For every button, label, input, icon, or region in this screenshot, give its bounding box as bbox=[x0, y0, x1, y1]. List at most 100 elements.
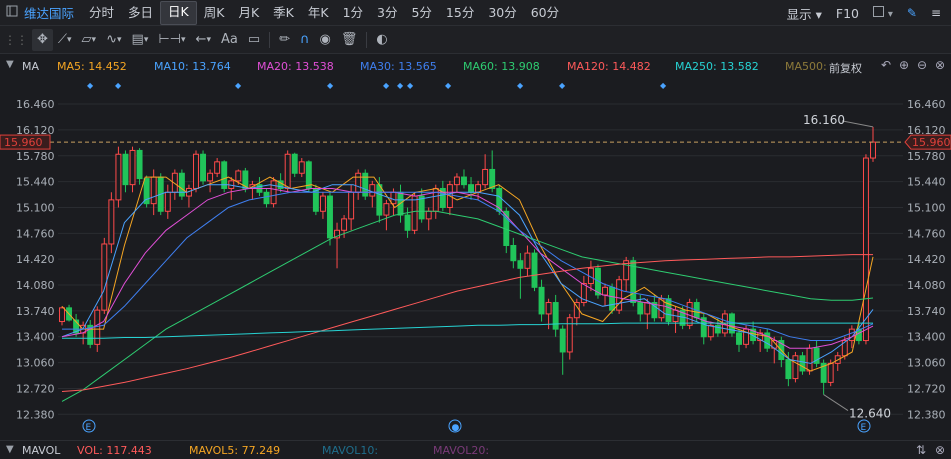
candle-body[interactable] bbox=[559, 328, 566, 353]
period-tab[interactable]: 60分 bbox=[530, 4, 560, 20]
candle-body[interactable] bbox=[870, 141, 876, 159]
candle-body[interactable] bbox=[566, 317, 573, 353]
candle-body[interactable] bbox=[404, 214, 411, 231]
candle-body[interactable] bbox=[651, 302, 658, 319]
collapse-icon[interactable]: ▼ bbox=[6, 59, 14, 70]
candle-body[interactable] bbox=[594, 267, 601, 296]
candle-body[interactable] bbox=[686, 302, 693, 326]
event-marker[interactable]: ◆ bbox=[383, 81, 390, 90]
candle-body[interactable] bbox=[334, 229, 341, 239]
candle-body[interactable] bbox=[178, 172, 185, 197]
toggle-icon[interactable]: ◐ bbox=[376, 32, 388, 47]
f10-button[interactable]: F10 bbox=[835, 5, 860, 21]
candle-body[interactable] bbox=[129, 149, 136, 186]
draw-pen-icon[interactable]: ✎ bbox=[906, 6, 917, 20]
text-icon[interactable]: Aa bbox=[220, 32, 238, 47]
arrow-left-icon[interactable]: ← ▾ bbox=[195, 32, 211, 47]
candle-body[interactable] bbox=[298, 161, 305, 174]
candle-body[interactable] bbox=[658, 298, 665, 319]
candle-body[interactable] bbox=[531, 252, 538, 288]
candle-body[interactable] bbox=[136, 149, 143, 180]
candle-body[interactable] bbox=[193, 153, 199, 189]
candle-body[interactable] bbox=[827, 362, 834, 383]
candle-body[interactable] bbox=[799, 355, 806, 372]
candle-body[interactable] bbox=[806, 347, 813, 372]
collapse-icon[interactable]: ▼ bbox=[6, 444, 14, 455]
period-tab[interactable]: 分时 bbox=[89, 4, 115, 20]
candle-body[interactable] bbox=[665, 298, 672, 323]
magnet-icon[interactable]: ∩ bbox=[300, 32, 310, 47]
period-tab[interactable]: 15分 bbox=[445, 4, 475, 20]
period-tab[interactable]: 周K bbox=[203, 4, 225, 20]
candle-body[interactable] bbox=[115, 153, 122, 201]
candle-body[interactable] bbox=[87, 324, 94, 345]
candle-body[interactable] bbox=[355, 172, 362, 193]
candle-body[interactable] bbox=[59, 307, 65, 323]
candle-body[interactable] bbox=[517, 260, 524, 269]
candle-body[interactable] bbox=[700, 317, 707, 338]
candle-body[interactable] bbox=[602, 286, 608, 296]
candle-body[interactable] bbox=[637, 302, 644, 315]
candle-body[interactable] bbox=[143, 178, 150, 205]
candle-body[interactable] bbox=[242, 170, 249, 189]
candle-body[interactable] bbox=[411, 195, 418, 231]
candle-body[interactable] bbox=[848, 328, 855, 342]
candle-body[interactable] bbox=[418, 195, 425, 220]
candle-body[interactable] bbox=[461, 176, 467, 186]
period-tab[interactable]: 多日 bbox=[128, 4, 154, 20]
candle-body[interactable] bbox=[453, 176, 460, 186]
event-marker[interactable]: ◆ bbox=[235, 81, 242, 90]
period-tab[interactable]: 月K bbox=[238, 4, 260, 20]
candle-body[interactable] bbox=[792, 355, 799, 380]
stock-title[interactable]: 维达国际 bbox=[24, 6, 75, 21]
candle-body[interactable] bbox=[714, 324, 721, 334]
candle-body[interactable] bbox=[362, 172, 369, 197]
candle-body[interactable] bbox=[348, 191, 355, 220]
display-menu[interactable]: 显示 ▾ bbox=[786, 6, 822, 22]
close-icon[interactable]: ⊗ bbox=[934, 443, 946, 457]
event-badge-icon[interactable] bbox=[857, 419, 871, 433]
candle-body[interactable] bbox=[623, 260, 630, 281]
crosshair-icon[interactable]: ✥ bbox=[32, 28, 53, 51]
remove-icon[interactable]: ⊖ bbox=[916, 58, 928, 72]
candle-body[interactable] bbox=[524, 252, 531, 269]
event-marker[interactable]: ◆ bbox=[327, 81, 334, 90]
candle-body[interactable] bbox=[319, 195, 326, 212]
line-icon[interactable]: ⟋ ▾ bbox=[57, 32, 72, 47]
event-marker[interactable]: ◆ bbox=[660, 81, 667, 90]
candle-body[interactable] bbox=[538, 286, 545, 315]
event-marker[interactable]: ◆ bbox=[397, 81, 404, 90]
adjust-button[interactable]: 前复权 bbox=[829, 62, 862, 75]
period-tab[interactable]: 年K bbox=[307, 4, 329, 20]
candle-body[interactable] bbox=[235, 170, 242, 182]
candle-body[interactable] bbox=[383, 203, 390, 216]
close-icon[interactable]: ⊗ bbox=[934, 58, 946, 72]
event-marker[interactable]: ◆ bbox=[87, 81, 94, 90]
candle-body[interactable] bbox=[510, 244, 517, 262]
candle-body[interactable] bbox=[214, 161, 221, 174]
candle-body[interactable] bbox=[390, 191, 397, 205]
candle-body[interactable] bbox=[207, 172, 214, 182]
candle-body[interactable] bbox=[305, 161, 312, 189]
candle-body[interactable] bbox=[284, 153, 291, 189]
candle-body[interactable] bbox=[341, 218, 348, 231]
period-tab[interactable]: 3分 bbox=[377, 4, 398, 20]
candle-body[interactable] bbox=[785, 359, 792, 380]
wave-icon[interactable]: ∿ ▾ bbox=[106, 32, 122, 47]
event-badge-icon[interactable] bbox=[82, 419, 96, 433]
candle-body[interactable] bbox=[376, 184, 383, 216]
kline-chart[interactable]: 16.460 16.460 16.120 16.120 15.780 15.780 15.4… bbox=[0, 78, 951, 440]
candle-body[interactable] bbox=[736, 332, 742, 345]
drag-handle-icon[interactable]: ⋮⋮ bbox=[4, 32, 28, 47]
candle-body[interactable] bbox=[200, 153, 207, 182]
candle-body[interactable] bbox=[482, 168, 489, 186]
layout-icon[interactable]: ▾ bbox=[873, 6, 893, 20]
candle-body[interactable] bbox=[862, 157, 869, 342]
candle-body[interactable] bbox=[291, 153, 298, 174]
event-marker[interactable]: ◆ bbox=[407, 81, 414, 90]
trash-icon[interactable]: 🗑 bbox=[340, 32, 358, 47]
candle-body[interactable] bbox=[813, 347, 820, 364]
event-marker[interactable]: ◆ bbox=[115, 81, 122, 90]
candle-body[interactable] bbox=[122, 153, 129, 186]
candle-body[interactable] bbox=[439, 187, 446, 208]
